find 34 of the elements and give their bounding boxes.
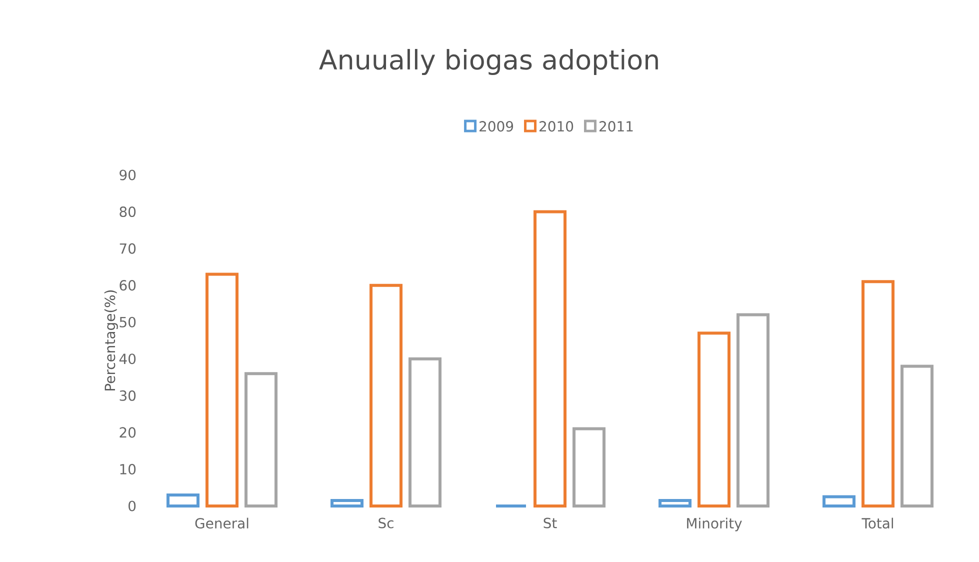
y-tick-label: 30 bbox=[120, 390, 136, 401]
y-tick-label: 60 bbox=[120, 280, 136, 291]
bar bbox=[206, 272, 239, 508]
x-tick-label: General bbox=[195, 518, 248, 529]
y-tick-label: 40 bbox=[119, 354, 136, 364]
y-tick-label: 90 bbox=[120, 170, 136, 180]
x-tick-label: St bbox=[544, 518, 557, 528]
x-tick-label: Sc bbox=[378, 518, 394, 528]
bar bbox=[862, 280, 895, 508]
legend-label: 2011 bbox=[600, 121, 633, 132]
y-tick-label: 50 bbox=[120, 316, 136, 328]
bar bbox=[736, 313, 770, 508]
y-axis-title: Percentage(%) bbox=[104, 290, 118, 390]
bar bbox=[408, 357, 442, 508]
legend-label: 2009 bbox=[480, 121, 514, 132]
bar bbox=[244, 372, 278, 508]
bar bbox=[658, 498, 692, 508]
y-tick-label: 80 bbox=[120, 206, 136, 218]
y-tick-label: 0 bbox=[128, 500, 136, 512]
bar bbox=[900, 364, 934, 508]
y-tick-label: 10 bbox=[120, 464, 136, 474]
x-tick-label: Total bbox=[862, 518, 894, 529]
bar bbox=[572, 427, 606, 508]
bar bbox=[822, 495, 856, 508]
y-tick-label: 20 bbox=[120, 427, 136, 438]
bar bbox=[370, 284, 403, 508]
bar bbox=[330, 498, 364, 508]
bar bbox=[534, 210, 567, 508]
bar bbox=[698, 332, 731, 508]
bar bbox=[166, 493, 200, 508]
legend-label: 2010 bbox=[540, 121, 574, 132]
y-tick-label: 70 bbox=[120, 243, 136, 254]
x-tick-label: Minority bbox=[687, 518, 742, 532]
chart-title: Anuually biogas adoption bbox=[319, 48, 658, 76]
